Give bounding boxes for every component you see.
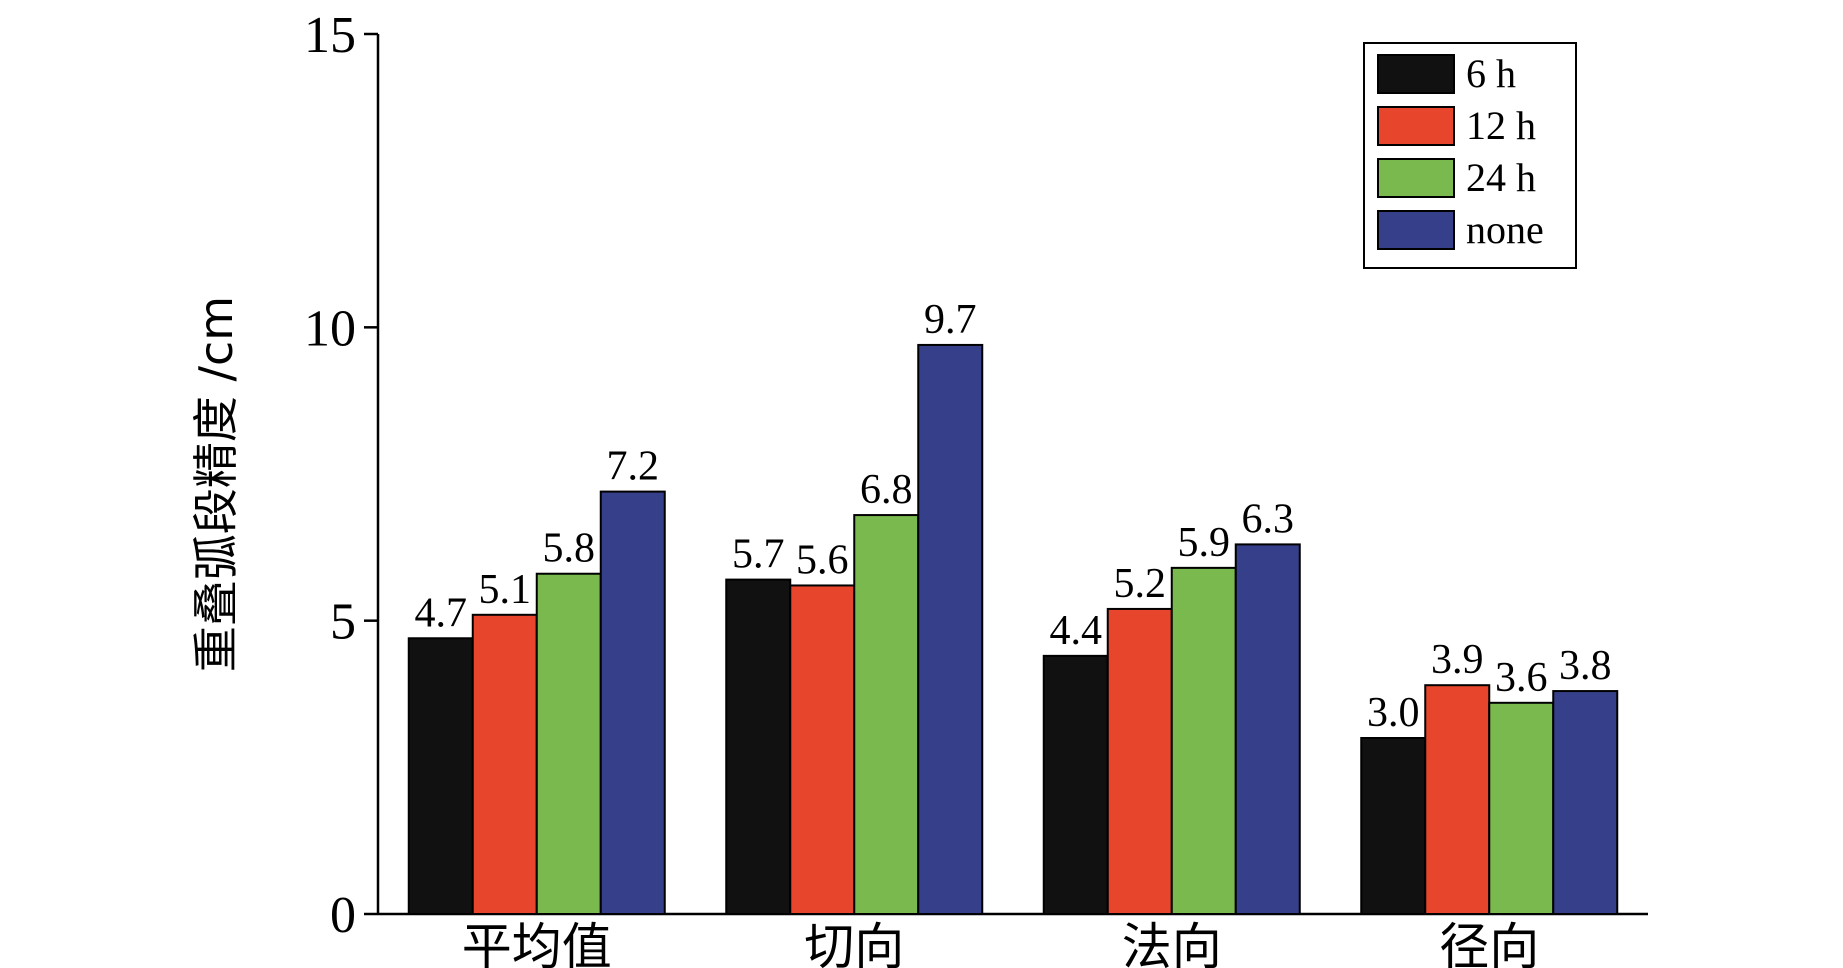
- bar-6h-0: [407, 637, 474, 915]
- x-tick-label: 平均值: [462, 918, 612, 968]
- axes: 0 5 10 15 平均值 切向 法向 径向: [304, 7, 1648, 968]
- data-label: 4.7: [415, 590, 468, 636]
- data-label: 9.7: [924, 297, 977, 343]
- bar-6h-1: [725, 578, 792, 915]
- legend-label: none: [1466, 207, 1544, 252]
- bar-24h-1: [853, 514, 920, 915]
- data-label: 3.0: [1367, 690, 1420, 736]
- x-tick-label: 径向: [1439, 918, 1539, 968]
- bar-24h-2: [1170, 566, 1237, 915]
- y-axis-label: 重叠弧段精度 /cm: [189, 296, 243, 672]
- legend-label: 24 h: [1466, 155, 1536, 200]
- data-label: 5.6: [796, 537, 849, 583]
- bar-12h-2: [1106, 607, 1173, 916]
- data-label: 5.2: [1114, 561, 1167, 607]
- legend-swatch: [1377, 158, 1455, 198]
- legend-label: 12 h: [1466, 103, 1536, 148]
- bar-12h-0: [471, 613, 538, 915]
- y-tick-label: 5: [330, 594, 356, 651]
- bar-24h-3: [1488, 701, 1555, 915]
- data-label: 5.9: [1178, 520, 1231, 566]
- x-tick-label: 切向: [804, 918, 904, 968]
- value-labels: 4.75.15.87.25.7 5.66.89.74.45.25.96.33.03…: [415, 297, 1612, 736]
- data-label: 7.2: [607, 444, 660, 490]
- legend-swatch: [1377, 54, 1455, 94]
- bar-none-2: [1234, 543, 1301, 916]
- bar-none-1: [917, 343, 984, 915]
- legend-swatch: [1377, 106, 1455, 146]
- bar-24h-0: [535, 572, 602, 915]
- data-label: 5.7: [732, 532, 785, 578]
- bar-6h-2: [1042, 654, 1109, 915]
- y-tick-label: 15: [304, 7, 356, 64]
- data-label: 6.3: [1242, 496, 1295, 542]
- data-label: 5.1: [479, 567, 532, 613]
- bar-12h-3: [1424, 684, 1491, 916]
- data-label: 3.6: [1495, 655, 1548, 701]
- data-label: 5.8: [543, 526, 596, 572]
- bar-none-0: [599, 490, 666, 915]
- data-label: 3.8: [1559, 643, 1612, 689]
- bar-none-3: [1552, 690, 1619, 915]
- bars: [407, 343, 1619, 916]
- data-label: 3.9: [1431, 637, 1484, 683]
- data-label: 6.8: [860, 467, 913, 513]
- bar-6h-3: [1360, 737, 1427, 915]
- legend: 6 h 12 h 24 h none: [1363, 42, 1577, 269]
- legend-swatch: [1377, 210, 1455, 250]
- y-tick-label: 10: [304, 300, 356, 357]
- legend-label: 6 h: [1466, 51, 1516, 96]
- data-label: 4.4: [1050, 608, 1103, 654]
- x-tick-label: 法向: [1122, 918, 1222, 968]
- y-tick-label: 0: [330, 887, 356, 944]
- bar-12h-1: [789, 584, 856, 915]
